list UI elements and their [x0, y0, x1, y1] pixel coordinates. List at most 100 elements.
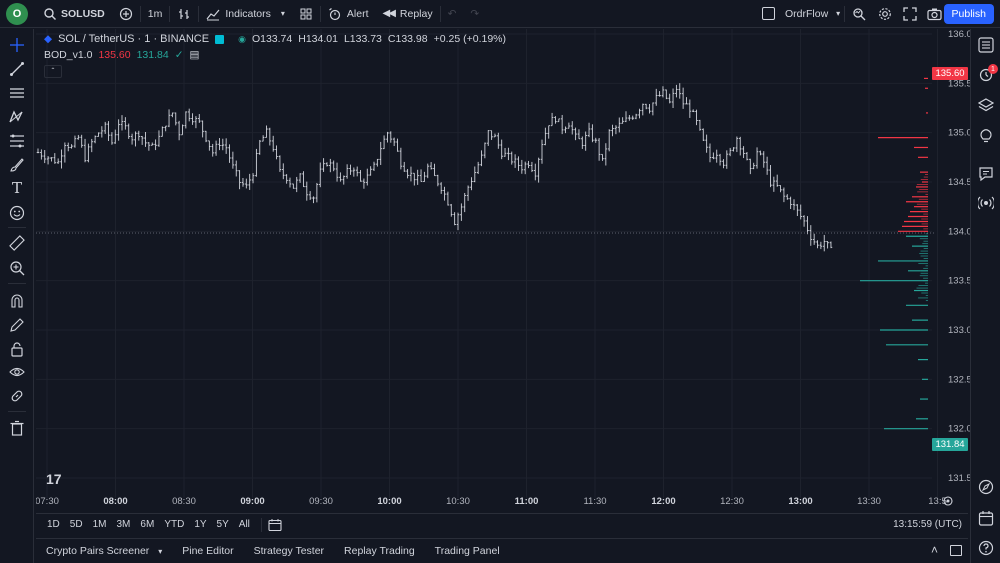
tab-crypto-pairs-screener[interactable]: Crypto Pairs Screener ▾ [36, 545, 172, 557]
trash-icon[interactable] [9, 420, 25, 436]
publish-button[interactable]: Publish [943, 4, 994, 24]
indicator-visible-icon[interactable]: ✓ [174, 49, 184, 61]
ohlc-bar [93, 135, 97, 144]
magnet-icon[interactable] [9, 293, 25, 309]
range-1d[interactable]: 1D [47, 519, 60, 530]
price-tick-label: 133.00 [948, 325, 970, 336]
tab-strategy-tester[interactable]: Strategy Tester [253, 545, 325, 557]
ohlc-bar [130, 133, 134, 145]
range-all[interactable]: All [238, 519, 250, 530]
pattern-tool-icon[interactable] [9, 109, 25, 125]
redo-button[interactable]: ↷ [463, 0, 486, 28]
lock-icon[interactable] [9, 341, 25, 357]
layout-grid-button[interactable] [292, 0, 320, 28]
undo-button[interactable]: ↶ [441, 0, 464, 28]
collapse-legend-button[interactable]: ˆ [44, 65, 62, 78]
trend-line-icon[interactable] [9, 61, 25, 77]
indicator-legend[interactable]: BOD_v1.0 135.60 131.84 ✓ ▤ [44, 49, 199, 61]
ohlc-bar [349, 164, 352, 175]
symbol-search-button[interactable]: SOLUSD [36, 0, 112, 28]
range-ytd[interactable]: YTD [164, 519, 185, 530]
chat-icon[interactable] [978, 166, 994, 182]
collapse-panel-icon[interactable]: ˄ [930, 543, 938, 557]
quick-search-icon[interactable] [852, 7, 866, 21]
replay-button[interactable]: ◀◀ Replay [376, 0, 440, 28]
range-3m[interactable]: 3M [116, 519, 131, 530]
range-1m[interactable]: 1M [92, 519, 107, 530]
lightbulb-icon[interactable] [978, 128, 994, 144]
ohlc-bar [66, 142, 70, 152]
compare-symbol-button[interactable] [112, 0, 140, 28]
utc-clock[interactable]: 13:15:59 (UTC) [893, 519, 962, 530]
alert-button[interactable]: Alert [321, 0, 376, 28]
horizontal-lines-icon[interactable] [9, 85, 25, 101]
fib-tool-icon[interactable] [9, 133, 25, 149]
range-6m[interactable]: 6M [140, 519, 155, 530]
pencil-lock-icon[interactable] [9, 317, 25, 333]
legend-high: H134.01 [298, 33, 338, 45]
ohlc-bar [574, 127, 577, 141]
ohlc-bar [107, 121, 110, 141]
ohlc-bar [208, 140, 211, 151]
fullscreen-icon[interactable] [903, 7, 917, 21]
range-bar: 1D 5D 1M 3M 6M YTD 1Y 5Y All 13:15:59 (U… [36, 513, 968, 535]
tradingview-logo: 17 [46, 471, 62, 487]
camera-icon[interactable] [927, 7, 942, 21]
ohlc-bar [234, 160, 238, 177]
chart-pane[interactable]: 136.00 135.50 135.00 134.50 134.00 133.50 133.… [36, 29, 970, 537]
ohlc-bar [688, 99, 692, 118]
ohlc-bar [725, 150, 729, 169]
ohlc-bar [513, 154, 517, 168]
help-icon[interactable] [978, 540, 994, 556]
range-1y[interactable]: 1Y [194, 519, 207, 530]
ohlc-bar [184, 111, 188, 129]
goto-date-icon[interactable] [268, 518, 282, 532]
tab-replay-trading[interactable]: Replay Trading [344, 545, 415, 557]
indicator-source-icon[interactable]: ▤ [189, 49, 200, 61]
layout-square-icon[interactable] [762, 7, 775, 20]
chevron-down-icon[interactable]: ▾ [280, 9, 285, 18]
zoom-in-icon[interactable] [9, 260, 25, 276]
symbol-legend[interactable]: ◆ SOL / TetherUS · 1 · BINANCE ◉ O133.74… [44, 33, 506, 45]
text-tool-icon[interactable]: T [11, 179, 22, 197]
indicators-button[interactable]: Indicators ▾ [199, 0, 292, 28]
ohlc-bar [231, 151, 235, 169]
profile-avatar[interactable]: O [6, 2, 28, 25]
emoji-icon[interactable] [9, 205, 25, 221]
calendar-icon[interactable] [978, 510, 994, 526]
price-tick-label: 136.00 [948, 29, 970, 40]
crosshair-icon[interactable] [9, 37, 25, 53]
replay-label: Replay [399, 7, 433, 20]
tab-pine-editor[interactable]: Pine Editor [182, 545, 234, 557]
compass-icon[interactable] [978, 479, 994, 495]
ruler-icon[interactable] [9, 235, 25, 251]
price-chart[interactable]: 136.00 135.50 135.00 134.50 134.00 133.50 133.… [36, 29, 970, 513]
layers-icon[interactable] [978, 97, 994, 113]
ohlc-bar [63, 142, 67, 163]
broadcast-icon[interactable] [978, 195, 994, 211]
chart-type-button[interactable] [170, 0, 198, 28]
link-icon[interactable] [9, 388, 25, 404]
eye-icon[interactable] [9, 364, 25, 380]
ohlc-bar [312, 196, 315, 204]
watchlist-icon[interactable] [978, 37, 994, 53]
ohlc-bar [423, 171, 426, 182]
brush-icon[interactable] [9, 157, 25, 173]
right-sidebar: 1 [970, 29, 1000, 563]
ohlc-bar [819, 241, 823, 250]
range-5y[interactable]: 5Y [216, 519, 229, 530]
tab-trading-panel[interactable]: Trading Panel [434, 545, 500, 557]
ohlc-bar [554, 116, 557, 124]
ohlc-bar [392, 137, 396, 147]
alerts-clock-icon[interactable] [978, 66, 994, 82]
interval-button[interactable]: 1m [147, 7, 163, 20]
axis-settings-icon[interactable] [943, 496, 953, 506]
maximize-panel-icon[interactable] [950, 545, 962, 556]
range-5d[interactable]: 5D [69, 519, 83, 530]
layout-name-button[interactable]: OrdrFlow ▾ [778, 0, 847, 28]
ohlc-bar [147, 142, 151, 151]
time-tick-label: 10:00 [377, 496, 401, 507]
ohlc-bar [537, 157, 540, 183]
gear-icon[interactable] [878, 7, 892, 21]
ohlc-bar [735, 136, 739, 153]
